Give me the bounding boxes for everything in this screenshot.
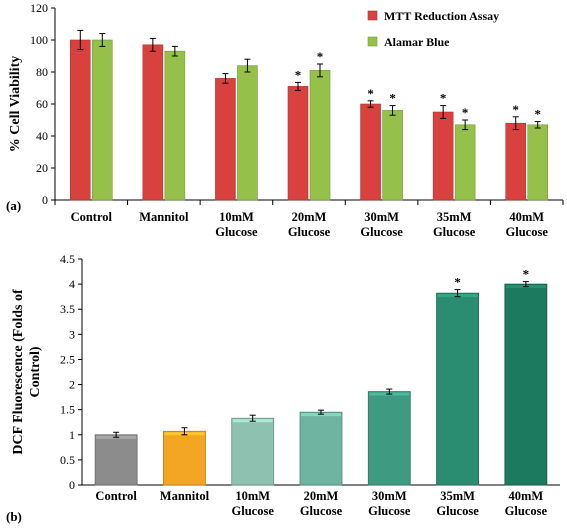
y-tick-label: 100 — [30, 33, 48, 47]
y-axis-label: DCF Fluorescence (Folds of — [11, 289, 26, 455]
significance-marker: * — [454, 275, 461, 290]
bar-alamar — [237, 65, 258, 201]
x-tick-label: Control — [95, 489, 137, 503]
y-tick-label: 80 — [36, 65, 48, 79]
legend-swatch — [367, 10, 378, 21]
y-tick-label: 60 — [36, 97, 48, 111]
x-tick-label: Glucose — [505, 504, 548, 518]
y-tick-label: 1 — [69, 428, 75, 442]
y-tick-label: 4 — [69, 277, 75, 291]
significance-marker: * — [295, 67, 302, 82]
significance-marker: * — [462, 105, 469, 120]
bar — [299, 411, 343, 486]
y-tick-label: 3 — [69, 327, 75, 341]
x-tick-label: 10mM — [219, 210, 254, 224]
bar-alamar — [91, 39, 113, 201]
bar-mtt — [215, 78, 236, 201]
x-tick-label: Glucose — [506, 225, 549, 239]
bar-mtt — [505, 122, 527, 201]
panel-a-cell-viability-chart: 0 20 40 60 80 100 120 % Cell Viability Control Ma… — [6, 1, 564, 239]
x-tick-label: 30mM — [364, 210, 399, 224]
significance-marker: * — [389, 91, 396, 106]
x-tick-label: 40mM — [509, 210, 544, 224]
y-tick-label: 2 — [69, 378, 75, 392]
x-tick-label: 20mM — [304, 489, 339, 503]
bar — [231, 417, 275, 486]
bar — [504, 283, 548, 486]
y-tick-label: 3.5 — [60, 302, 75, 316]
x-tick-label: Glucose — [288, 225, 331, 239]
panel-label: (b) — [6, 509, 22, 524]
x-tick-label: Mannitol — [160, 489, 210, 503]
x-tick-label: Control — [71, 210, 113, 224]
bar-mtt — [69, 39, 91, 201]
x-tick-label: Glucose — [215, 225, 258, 239]
x-tick-label: Glucose — [232, 504, 275, 518]
bar-alamar — [527, 124, 549, 201]
bar — [436, 292, 479, 486]
x-tick-label: Glucose — [368, 504, 411, 518]
y-tick-label: 4.5 — [60, 252, 75, 266]
x-tick-label: 35mM — [440, 489, 475, 503]
x-tick-label: 20mM — [292, 210, 327, 224]
bar-alamar — [382, 110, 403, 201]
y-tick-label: 40 — [36, 129, 48, 143]
legend-label: MTT Reduction Assay — [384, 9, 499, 23]
y-tick-label: 0.5 — [60, 453, 75, 467]
x-tick-label: 30mM — [372, 489, 407, 503]
x-tick-label: Glucose — [360, 225, 403, 239]
significance-marker: * — [367, 86, 374, 101]
x-tick-label: 35mM — [437, 210, 472, 224]
x-tick-label: 40mM — [508, 489, 543, 503]
y-tick-label: 120 — [30, 1, 48, 15]
y-tick-label: 0 — [69, 478, 75, 492]
x-tick-label: Glucose — [300, 504, 343, 518]
significance-marker: * — [317, 49, 324, 64]
y-axis-label: % Cell Viability — [8, 56, 23, 152]
y-tick-label: 1.5 — [60, 403, 75, 417]
bar — [94, 434, 138, 486]
bar-alamar — [454, 124, 476, 201]
bar — [367, 391, 411, 486]
bar-mtt — [287, 86, 309, 201]
significance-marker: * — [512, 102, 519, 117]
y-tick-label: 2.5 — [60, 352, 75, 366]
x-tick-label: 10mM — [235, 489, 270, 503]
legend-swatch — [367, 36, 378, 47]
bar-mtt — [142, 44, 164, 201]
significance-marker: * — [523, 267, 530, 282]
x-tick-label: Glucose — [433, 225, 476, 239]
x-tick-label: Mannitol — [139, 210, 189, 224]
bar-mtt — [360, 103, 381, 201]
y-tick-label: 0 — [42, 193, 48, 207]
significance-marker: * — [534, 107, 541, 122]
panel-b-dcf-fluorescence-chart: 0 0.5 1 1.5 2 2.5 3 3.5 4 4.5 DCF Fluorescence (Fo… — [6, 252, 560, 524]
bar-alamar — [309, 70, 331, 201]
y-axis-label: Control) — [28, 346, 43, 397]
panel-label: (a) — [6, 198, 21, 213]
bar — [163, 430, 206, 486]
bar-alamar — [164, 50, 186, 201]
x-tick-label: Glucose — [436, 504, 479, 518]
bar-mtt — [432, 111, 454, 201]
legend-label: Alamar Blue — [384, 35, 450, 49]
y-tick-label: 20 — [36, 161, 48, 175]
significance-marker: * — [440, 91, 447, 106]
